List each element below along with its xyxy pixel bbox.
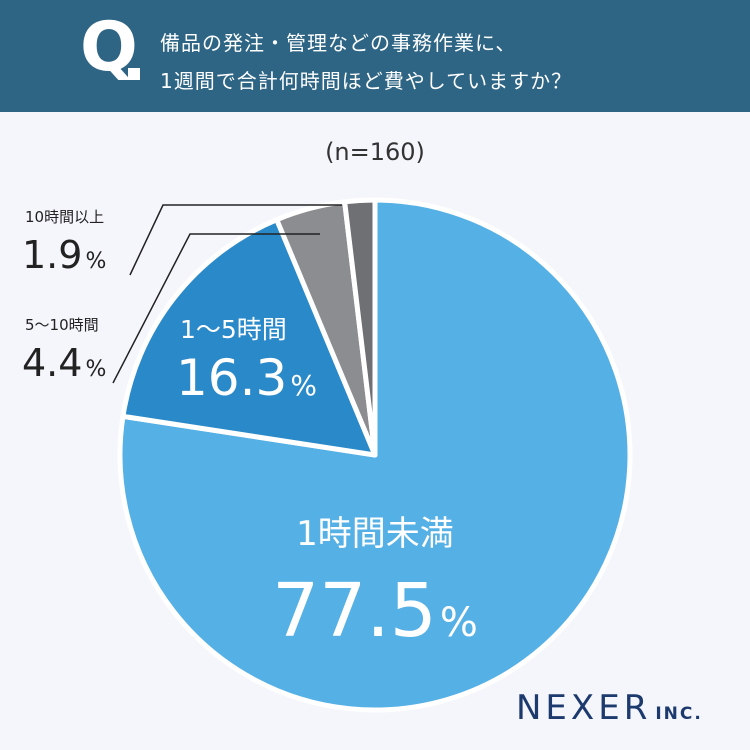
slice-value-4: 1.9%	[22, 233, 106, 277]
slice-label-4: 10時間以上	[25, 208, 104, 226]
question-header: Q 備品の発注・管理などの事務作業に、 1週間で合計何時間ほど費やしていますか？	[0, 0, 750, 112]
logo-suffix: INC.	[655, 704, 703, 724]
slice-value-3: 4.4%	[22, 341, 106, 385]
sample-size: (n=160)	[325, 138, 425, 166]
slice-label-1: 1時間未満	[296, 514, 454, 554]
nexer-logo: NEXER INC.	[516, 688, 703, 728]
pie-slice-2	[120, 217, 378, 458]
pie-slice-1	[117, 197, 633, 713]
question-text: 備品の発注・管理などの事務作業に、 1週間で合計何時間ほど費やしていますか？	[160, 24, 572, 100]
slice-value-1: 77.5%	[272, 568, 478, 654]
slice-value-2: 16.3%	[176, 349, 317, 407]
question-line-1: 備品の発注・管理などの事務作業に、	[160, 31, 517, 55]
leader-line-3	[112, 233, 320, 384]
q-mark-dot	[128, 68, 140, 80]
pie-slice-4	[342, 197, 378, 458]
leader-line-4	[129, 204, 342, 276]
slice-label-2: 1〜5時間	[180, 315, 287, 344]
question-line-2: 1週間で合計何時間ほど費やしていますか？	[160, 69, 573, 93]
logo-brand: NEXER	[516, 688, 652, 728]
slice-label-3: 5〜10時間	[25, 316, 99, 334]
